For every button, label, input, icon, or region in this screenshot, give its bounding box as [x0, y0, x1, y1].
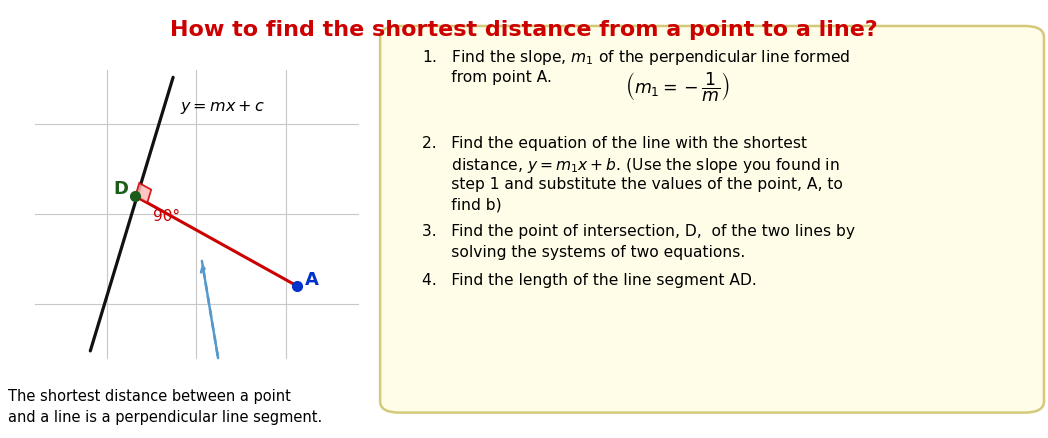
Text: D: D — [113, 179, 128, 197]
Text: How to find the shortest distance from a point to a line?: How to find the shortest distance from a… — [170, 20, 878, 40]
Text: 2.   Find the equation of the line with the shortest: 2. Find the equation of the line with th… — [422, 135, 807, 151]
Text: from point A.: from point A. — [422, 70, 552, 85]
Text: distance, $y = m_1 x + b$. (Use the slope you found in: distance, $y = m_1 x + b$. (Use the slop… — [422, 156, 839, 175]
Text: 3.   Find the point of intersection, D,  of the two lines by: 3. Find the point of intersection, D, of… — [422, 223, 855, 238]
Polygon shape — [135, 184, 151, 203]
Text: $\left(m_1 = -\dfrac{1}{m}\right)$: $\left(m_1 = -\dfrac{1}{m}\right)$ — [625, 70, 730, 103]
Text: 1.   Find the slope, $m_1$ of the perpendicular line formed: 1. Find the slope, $m_1$ of the perpendi… — [422, 47, 850, 67]
Text: A: A — [305, 271, 319, 289]
Text: 4.   Find the length of the line segment AD.: 4. Find the length of the line segment A… — [422, 272, 757, 287]
Text: solving the systems of two equations.: solving the systems of two equations. — [422, 244, 745, 259]
Text: The shortest distance between a point: The shortest distance between a point — [8, 388, 291, 403]
Text: 90°: 90° — [153, 208, 180, 223]
FancyBboxPatch shape — [380, 27, 1044, 413]
Text: and a line is a perpendicular line segment.: and a line is a perpendicular line segme… — [8, 410, 323, 424]
Text: $y = mx + c$: $y = mx + c$ — [180, 99, 265, 116]
Text: step 1 and substitute the values of the point, A, to: step 1 and substitute the values of the … — [422, 177, 843, 192]
Text: find b): find b) — [422, 197, 502, 212]
